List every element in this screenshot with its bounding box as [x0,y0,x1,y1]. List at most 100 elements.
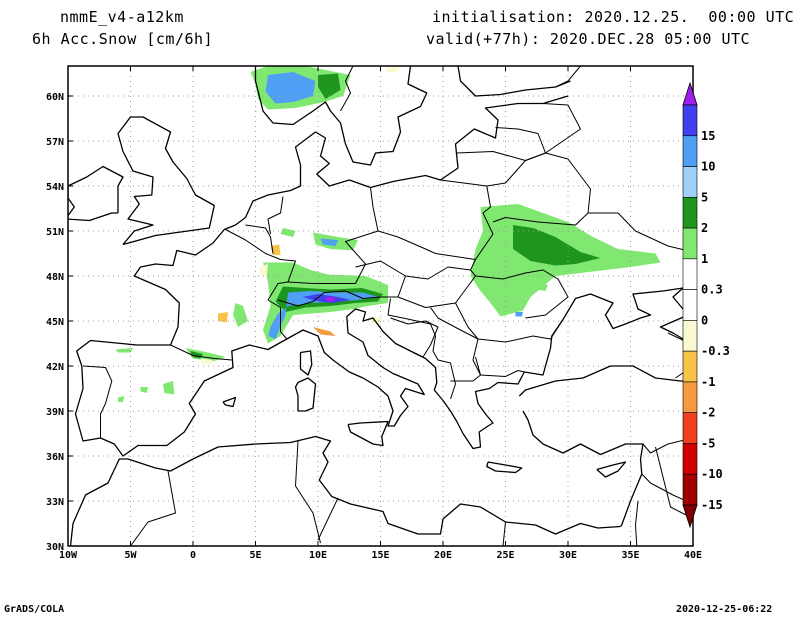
border-africa-b [295,440,321,544]
colorbar-label-4: 1 [701,252,708,266]
snow-area-3 [280,228,296,237]
run-timestamp: 2020-12-25-06:22 [676,604,773,615]
colorbar-bin-12 [682,473,698,506]
colorbar-label-10: -5 [701,436,715,450]
coastline-sicily [347,420,389,447]
border-ch-at-it [277,260,406,307]
colorbar-label-0: 15 [701,129,715,143]
model-name: nmmE_v4-a12km [60,8,184,26]
coastline-ireland [68,165,124,222]
border-africa-c [317,497,339,541]
y-tick-label-7: 51N [46,227,64,238]
field-name: 6h Acc.Snow [cm/6h] [32,30,214,48]
snow-area-2 [318,73,341,99]
software-credit: GrADS/COLA [4,604,65,615]
y-tick-label-2: 36N [46,452,64,463]
colorbar-bin-1 [682,135,698,167]
x-tick-label-2: 0 [190,550,196,561]
colorbar-bottom-arrow [682,504,698,529]
colorbar-bin-0 [682,104,698,137]
colorbar-label-5: 0.3 [701,283,723,297]
y-tick-label-5: 45N [46,317,64,328]
snow-area-11 [233,303,248,327]
border-se-fi [555,66,581,88]
latitude-ticks: 30N 33N 36N 39N 42N 45N 48N 51N 54N 57N 60N [46,92,693,553]
colorbar-bin-3 [682,197,698,229]
border-mideast-c [635,500,646,546]
border-africa-d [502,521,506,546]
coastline-scandinavia [254,66,428,166]
border-balkans-b [430,307,479,340]
snow-area-15 [163,381,175,395]
coastline-iberia [74,338,288,457]
border-pl-east [440,179,494,260]
border-balkans-c [450,356,481,382]
y-tick-label-10: 60N [46,92,64,103]
snow-area-24 [218,312,228,323]
border-ro [455,302,564,343]
colorbar-label-2: 5 [701,190,708,204]
x-tick-label-4: 10E [309,550,327,561]
coastline-turkey [518,365,693,397]
colorbar-bin-10 [682,412,698,444]
colorbar-bin-5 [682,258,698,290]
border-nl-de [267,196,284,235]
x-tick-label-1: 5W [124,550,137,561]
border-africa-a [130,470,176,546]
coastline-uk [117,116,215,246]
coastline-sardinia [294,377,317,412]
x-tick-label-9: 35E [621,550,639,561]
snow-area-8 [268,291,378,339]
x-tick-label-10: 40E [684,550,702,561]
valid-time: valid(+77h): 2020.DEC.28 05:00 UTC [426,30,751,48]
border-ru-east [542,103,581,154]
border-fr-es [170,344,232,361]
border-pt-es [82,365,113,438]
colorbar-label-9: -2 [701,406,715,420]
snow-area-19 [513,225,601,266]
colorbar-bin-7 [682,320,698,352]
snow-area-21 [535,282,548,291]
border-ua-ro-md [475,269,569,319]
initialisation-time: initialisation: 2020.12.25. 00:00 UTC [432,8,795,26]
colorbar-bin-9 [682,381,698,413]
colorbar-bin-11 [682,443,698,475]
y-tick-label-0: 30N [46,542,64,553]
border-benelux [245,224,274,254]
snow-area-5 [320,238,338,246]
coastline-crete [486,461,523,474]
colorbar-label-6: 0 [701,313,708,327]
coastline-cyprus [596,461,627,478]
x-tick-label-7: 25E [496,550,514,561]
coastline-turkey-south [522,410,644,527]
border-balkans-a [387,298,456,400]
border-bg-gr-tr [472,338,525,377]
coastline-france-atlantic [133,95,569,346]
border-sr-bih [390,317,439,358]
y-tick-label-6: 48N [46,272,64,283]
colorbar-bin-6 [682,289,698,321]
y-tick-label-4: 42N [46,362,64,373]
colorbar-bin-2 [682,166,698,198]
colorbar-label-7: -0.3 [701,344,730,358]
longitude-ticks: 10W 5W 0 5E 10E 15E 20E 25E 30E 35E 40E [59,66,702,561]
y-tick-label-1: 33N [46,497,64,508]
coastline-corsica [299,350,313,376]
border-by-ua-ru [486,152,591,226]
colorbar-bin-4 [682,227,698,260]
coastline-italy [286,287,693,450]
colorbar-bin-8 [682,350,698,383]
border-de-east [287,187,379,284]
coastline-africa [69,435,621,546]
snow-area-14 [115,348,133,353]
coastline-balearic [222,396,237,408]
colorbar-label-8: -1 [701,375,715,389]
snow-area-28 [385,67,401,72]
snow-area-25 [313,327,336,336]
x-tick-label-5: 15E [371,550,389,561]
colorbar-label-12: -15 [701,498,723,512]
snow-area-23 [259,264,268,276]
x-tick-label-0: 10W [59,550,78,561]
snow-area-17 [118,396,125,402]
